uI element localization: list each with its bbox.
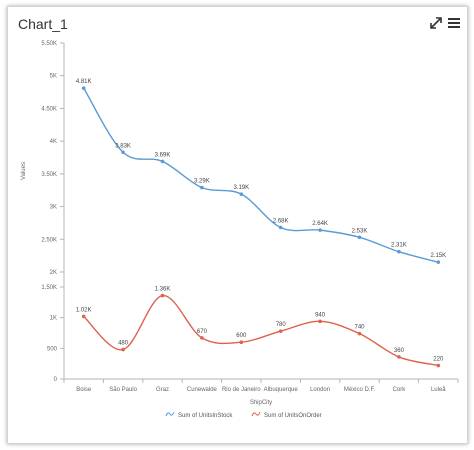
- line-chart: 0 500 1K 1.50K 2K 2.50K 3K 3.50K 4K 4.50K 5K 5.50K B…: [21, 41, 459, 419]
- x-tick-label: Cunewalde: [187, 387, 218, 393]
- data-point: [436, 363, 441, 368]
- data-label: 1.36K: [155, 287, 171, 293]
- y-tick-label: 2K: [50, 270, 57, 276]
- data-label: 4.81K: [76, 79, 92, 85]
- x-tick-label: Albuquerque: [264, 387, 299, 393]
- data-point: [121, 150, 125, 155]
- chart-axes: 0 500 1K 1.50K 2K 2.50K 3K 3.50K 4K 4.50K 5K 5.50K B…: [21, 41, 459, 406]
- data-point: [200, 185, 204, 190]
- data-label: 740: [354, 325, 365, 331]
- data-label: 3.29K: [194, 179, 210, 185]
- data-label: 2.53K: [352, 228, 368, 234]
- x-tick-label: São Paulo: [109, 387, 137, 393]
- chart-series: 4.81K 3.83K 3.69K 3.29K 3.19K 2.68K 2.64K 2.53K…: [76, 79, 446, 368]
- data-point: [318, 228, 322, 232]
- data-point: [160, 159, 165, 164]
- data-label: 2.64K: [312, 221, 328, 227]
- data-point: [278, 225, 283, 230]
- x-tick-label: México D.F.: [344, 387, 376, 393]
- data-point: [200, 336, 204, 340]
- data-label: 600: [236, 333, 247, 339]
- y-tick-label: 4.50K: [41, 106, 57, 112]
- legend-label: Sum of UnitsInStock: [178, 413, 233, 419]
- data-label: 2.68K: [273, 219, 289, 225]
- data-label: 3.83K: [115, 143, 131, 149]
- data-point: [318, 319, 322, 324]
- y-tick-label: 1.50K: [41, 285, 57, 291]
- data-point: [121, 347, 125, 352]
- data-label: 3.19K: [233, 185, 249, 191]
- data-point: [397, 355, 401, 359]
- menu-icon[interactable]: [446, 15, 462, 31]
- data-label: 780: [276, 322, 287, 328]
- x-tick-label: Graz: [156, 387, 169, 393]
- data-label: 3.69K: [155, 152, 171, 158]
- data-point: [81, 314, 86, 319]
- series-line-2: [83, 294, 439, 367]
- chart-legend: Sum of UnitsInStock Sum of UnitsOnOrder: [165, 411, 322, 419]
- data-label: 940: [315, 312, 326, 318]
- legend-item-1: Sum of UnitsInStock: [165, 411, 233, 419]
- legend-swatch: [165, 411, 175, 417]
- y-tick-label: 0: [54, 377, 58, 383]
- chart-title: Chart_1: [18, 16, 68, 32]
- data-label: 480: [118, 341, 129, 347]
- x-tick-label: Luleå: [431, 386, 446, 393]
- data-point: [160, 293, 165, 298]
- y-tick-label: 5K: [50, 74, 57, 80]
- y-tick-label: 3.50K: [41, 172, 57, 178]
- data-point: [81, 86, 86, 90]
- legend-swatch: [251, 411, 261, 417]
- chart-card: Chart_1 0 500 1K 1.50K 2K 2.50K 3K 3.50K 4K 4.50K…: [7, 6, 468, 444]
- series-line-1: [83, 87, 439, 263]
- data-label: 220: [433, 357, 444, 363]
- data-point: [436, 260, 441, 264]
- x-tick-label: Rio de Janeiro: [222, 387, 261, 393]
- legend-label: Sum of UnitsOnOrder: [264, 413, 322, 419]
- y-axis-title: Values: [21, 162, 27, 180]
- x-tick-label: Boise: [76, 387, 92, 393]
- y-tick-label: 1K: [50, 316, 57, 322]
- data-label: 2.15K: [430, 253, 446, 259]
- y-tick-label: 2.50K: [41, 237, 57, 243]
- y-tick-label: 5.50K: [41, 41, 57, 47]
- data-label: 670: [197, 329, 208, 335]
- data-label: 1.02K: [76, 307, 92, 313]
- data-label: 2.31K: [391, 243, 407, 249]
- data-point: [239, 192, 244, 196]
- data-point: [357, 331, 362, 336]
- data-point: [397, 249, 401, 254]
- x-axis-title: ShipCity: [250, 400, 272, 406]
- expand-icon[interactable]: [428, 15, 444, 31]
- data-point: [278, 329, 283, 333]
- x-tick-label: Cork: [393, 387, 407, 393]
- y-tick-label: 4K: [50, 139, 57, 145]
- data-point: [357, 235, 362, 240]
- data-point: [239, 340, 244, 345]
- y-tick-label: 3K: [50, 205, 57, 211]
- x-tick-label: London: [310, 387, 330, 393]
- y-tick-label: 500: [47, 346, 58, 352]
- data-label: 360: [394, 348, 405, 354]
- legend-item-2: Sum of UnitsOnOrder: [251, 411, 322, 419]
